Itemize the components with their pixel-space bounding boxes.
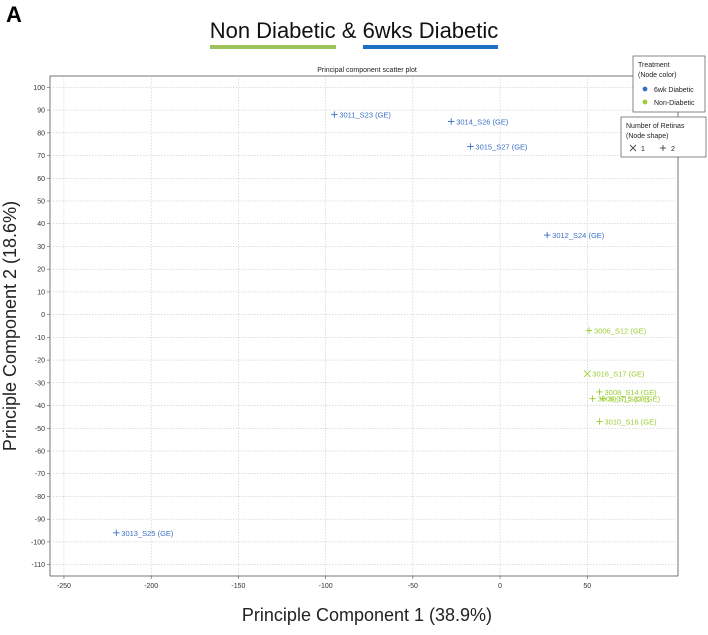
panel-letter: A: [6, 2, 22, 27]
point-label: 3009_S15 (GE): [598, 395, 651, 404]
y-tick-label: 70: [37, 153, 45, 160]
y-tick-layer: 1009080706050403020100-10-20-30-40-50-60…: [31, 85, 50, 569]
y-tick-label: 80: [37, 130, 45, 137]
legend-shape-item-1: 1: [641, 146, 645, 153]
point-label: 3015_S27 (GE): [475, 142, 528, 151]
point-label: 3011_S23 (GE): [339, 111, 391, 120]
x-tick-label: -200: [144, 583, 158, 590]
y-tick-label: 60: [37, 176, 45, 183]
x-tick-label: 0: [498, 583, 502, 590]
legend-item-diabetic: 6wk Diabetic: [654, 87, 694, 94]
legend-shape: Number of Retinas (Node shape) 1 2: [620, 116, 707, 158]
data-point: [585, 327, 593, 334]
y-tick-label: 0: [41, 312, 45, 319]
data-point: [596, 388, 603, 396]
y-tick-label: 100: [33, 85, 45, 92]
legend-item-non-diabetic: Non-Diabetic: [654, 100, 695, 107]
y-tick-label: -110: [32, 562, 46, 569]
data-point: [113, 529, 120, 537]
y-tick-label: -40: [35, 403, 45, 410]
x-tick-label: -150: [231, 583, 245, 590]
point-marker-stroke: [583, 370, 591, 378]
legend-cross-icon: [629, 144, 637, 152]
data-point: [448, 118, 455, 125]
legend-dot-diabetic: [642, 86, 648, 92]
point-label: 3016_S17 (GE): [592, 370, 645, 379]
point-label: 3010_S16 (GE): [605, 417, 658, 426]
x-tick-layer: -250 -200 -150 -100 -50 0 50: [57, 576, 591, 590]
legend-shape-item-2: 2: [671, 146, 675, 153]
header-diabetic: 6wks Diabetic: [362, 18, 499, 49]
plot-frame: [49, 75, 679, 577]
x-tick-label: -50: [408, 583, 418, 590]
y-axis-title: Principle Component 2 (18.6%): [0, 201, 20, 451]
legend-treatment: Treatment (Node color) 6wk Diabetic Non-…: [632, 55, 706, 113]
data-point: [467, 143, 474, 150]
legend-dot-non-diabetic: [642, 99, 648, 105]
y-tick-label: -90: [35, 517, 45, 524]
y-tick-label: 40: [37, 221, 45, 228]
y-tick-label: -60: [35, 449, 45, 456]
data-point: [331, 111, 338, 118]
y-tick-label: 50: [37, 199, 45, 206]
point-label: 3013_S25 (GE): [121, 529, 174, 538]
x-tick-label: 50: [583, 583, 591, 590]
legend-treatment-subtitle: (Node color): [638, 72, 677, 79]
y-tick-label: -80: [35, 494, 45, 501]
grid-layer: [50, 76, 678, 576]
y-tick-label: -100: [31, 539, 45, 546]
data-point: [599, 395, 607, 402]
y-tick-label: 30: [37, 244, 45, 251]
x-axis-title: Principle Component 1 (38.9%): [242, 605, 492, 625]
point-label: 3012_S24 (GE): [552, 231, 605, 240]
header-ampersand: &: [335, 18, 363, 43]
x-tick-label: -100: [319, 583, 333, 590]
point-label: 3006_S12 (GE): [594, 327, 647, 336]
point-label: 3008_S14 (GE): [605, 388, 658, 397]
point-layer: 3011_S23 (GE) 3014_S26 (GE) 3015_S27 (GE) 3…: [113, 111, 661, 538]
data-point: [589, 395, 596, 402]
data-point: [543, 231, 551, 239]
y-tick-label: -10: [35, 335, 45, 342]
point-label: 3014_S26 (GE): [456, 117, 509, 126]
legend-treatment-title: Treatment: [638, 62, 670, 69]
figure-header: Non Diabetic & 6wks Diabetic: [0, 18, 708, 49]
y-tick-label: -30: [35, 380, 45, 387]
legend-plus-icon: [660, 145, 666, 151]
y-tick-label: 90: [37, 108, 45, 115]
legend-shape-title: Number of Retinas: [626, 123, 685, 130]
y-tick-label: 20: [37, 267, 45, 274]
point-label: 3007_S13 (GE): [608, 395, 661, 404]
x-tick-label: -250: [57, 583, 71, 590]
y-tick-label: -50: [35, 426, 45, 433]
plot-title: Principal component scatter plot: [317, 67, 417, 74]
y-tick-label: 10: [37, 289, 45, 296]
data-point: [596, 418, 603, 425]
header-non-diabetic: Non Diabetic: [209, 18, 336, 49]
y-tick-label: -70: [35, 471, 45, 478]
legend-shape-subtitle: (Node shape): [626, 133, 668, 140]
data-point: [583, 370, 591, 378]
y-tick-label: -20: [35, 358, 45, 365]
